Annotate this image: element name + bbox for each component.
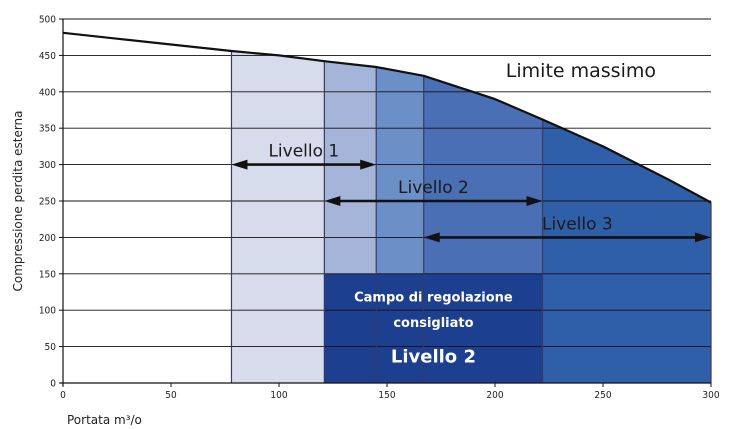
x-tick-label: 300 [702, 390, 719, 401]
y-tick-label: 50 [45, 342, 57, 353]
recommended-zone-label-line2: consigliato [393, 316, 473, 331]
recommended-zone-level: Livello 2 [391, 347, 476, 368]
x-tick-label: 250 [594, 390, 611, 401]
y-tick-label: 450 [39, 51, 56, 62]
x-tick-label: 150 [378, 390, 395, 401]
range-label: Livello 1 [268, 142, 339, 162]
x-tick-label: 100 [270, 390, 287, 401]
y-tick-label: 0 [50, 379, 56, 390]
x-tick-label: 200 [486, 390, 503, 401]
y-tick-label: 400 [39, 87, 56, 98]
range-label: Livello 3 [542, 214, 613, 234]
x-tick-label: 50 [165, 390, 177, 401]
y-tick-label: 150 [39, 269, 56, 280]
range-label: Livello 2 [398, 178, 469, 198]
band-1 [232, 51, 325, 383]
x-axis-title: Portata m³/o [67, 413, 142, 427]
y-tick-label: 250 [39, 197, 56, 208]
y-tick-label: 500 [39, 15, 56, 26]
y-tick-label: 100 [39, 306, 56, 317]
y-tick-label: 350 [39, 124, 56, 135]
y-axis-title: Compressione perdita esterna [11, 110, 25, 291]
y-tick-label: 300 [39, 160, 56, 171]
limit-label: Limite massimo [506, 60, 656, 82]
fill-bands [232, 51, 712, 383]
y-tick-label: 200 [39, 233, 56, 244]
x-tick-label: 0 [60, 390, 66, 401]
recommended-zone-label-line1: Campo di regolazione [354, 290, 513, 305]
